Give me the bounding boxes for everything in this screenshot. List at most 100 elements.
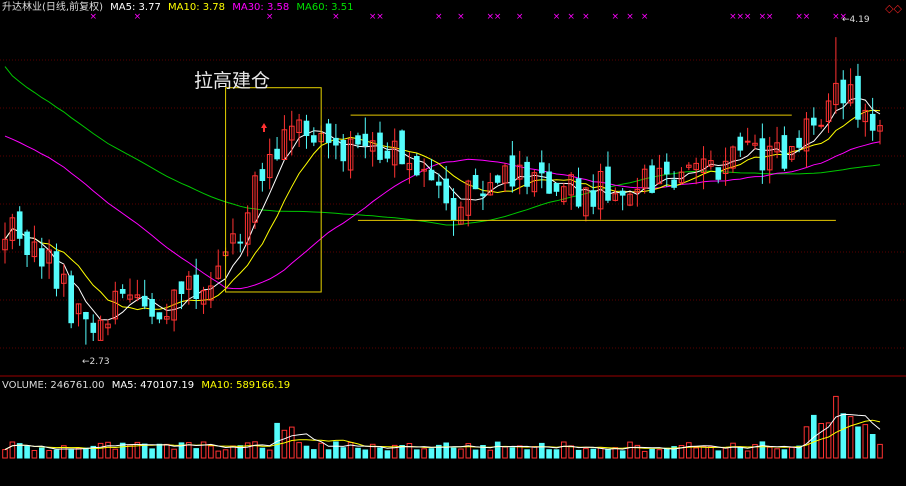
volume-bar [568,445,575,459]
volume-bar [208,445,214,459]
volume-bar [303,445,310,459]
candle-body [9,217,16,241]
candle-body [289,125,295,141]
event-marker: × [803,12,811,22]
candle-body [612,193,619,201]
candle-body [789,146,795,160]
volume-bar [605,449,611,459]
event-marker: × [516,12,524,22]
event-marker: × [369,12,377,22]
volume-bar [634,444,641,459]
candle-body [39,248,45,267]
candle-body [752,142,758,146]
volume-bar [171,448,177,459]
volume-bar [127,444,133,459]
candle-body [671,179,677,188]
accumulation-box [225,87,322,293]
volume-ma10-value: MA10: 589166.19 [201,380,291,391]
volume-bar [119,442,126,459]
candle-body [186,275,192,290]
candle-body [539,162,545,174]
candle-body [561,186,567,203]
volume-legend: VOLUME: 246761.00 MA5: 470107.19 MA10: 5… [2,380,294,392]
volume-bar [693,447,700,459]
candle-body [31,241,38,258]
candle-body [362,133,369,147]
event-marker: × [832,12,840,22]
candle-body [664,161,670,175]
candle-body [171,289,177,321]
candle-body [141,295,148,307]
candle-body [333,137,339,146]
volume-bar [597,447,604,459]
ma10-line [4,109,881,311]
event-marker: × [612,12,620,22]
volume-bar [105,441,111,459]
candle-body [178,281,185,294]
candle-body [627,193,633,206]
volume-bar [259,447,266,459]
candle-body [46,249,52,264]
volume-bar [524,449,530,459]
candle-body [2,238,8,251]
event-marker: × [457,12,465,22]
volume-bar [377,447,383,459]
candle-body [597,171,604,210]
volume-bar [266,449,273,459]
volume-bar [252,441,258,459]
candle-body [553,183,560,192]
candle-body [781,135,788,169]
volume-value: VOLUME: 246761.00 [2,380,105,391]
volume-bar [97,442,104,459]
event-marker: × [567,12,575,22]
candle-body [208,285,214,301]
candle-body [134,294,141,299]
diamond-icon[interactable]: ◇◇ [885,2,902,15]
event-markers: × × × × × × × × × × × × × × × × × × × × × × × × × × [89,12,847,22]
candle-body [811,117,817,126]
volume-bar [766,446,773,459]
volume-bar [31,450,38,459]
volume-bar [619,450,626,459]
candle-body [53,251,60,289]
candle-body [259,169,266,182]
candle-body [266,154,273,179]
volume-bar [583,448,589,459]
volume-bar [752,444,758,459]
high-price-label: ←4.19 [842,15,870,25]
candle-body [634,188,641,193]
candle-body [487,182,494,196]
volume-bar [744,450,751,459]
candle-body [737,136,744,151]
candle-body [325,123,332,143]
volume-bar [399,445,405,459]
candle-body [524,161,530,187]
candle-body [516,164,523,180]
candle-body [450,198,457,221]
candle-body [693,162,700,171]
candle-body [833,82,839,106]
event-marker: × [89,12,97,22]
volume-bar [678,445,685,459]
ma5-value: MA5: 3.77 [110,2,161,13]
event-marker: × [266,12,274,22]
candle-body [862,109,869,123]
volume-bar [590,448,597,459]
volume-bar [178,442,185,459]
volume-bar [244,442,251,459]
ma10-value: MA10: 3.78 [168,2,226,13]
volume-bar [296,442,302,459]
volume-bar [318,442,324,459]
volume-bar [436,444,442,459]
candle-body [847,84,854,104]
volume-bar [796,445,802,459]
candle-body [840,79,847,104]
candle-body [855,75,861,120]
volume-bar [825,422,832,459]
candle-body [414,156,420,176]
candle-body [75,303,82,315]
volume-bar [516,445,523,459]
candle-body [127,294,133,300]
event-marker: × [332,12,340,22]
volume-bar [869,434,876,459]
